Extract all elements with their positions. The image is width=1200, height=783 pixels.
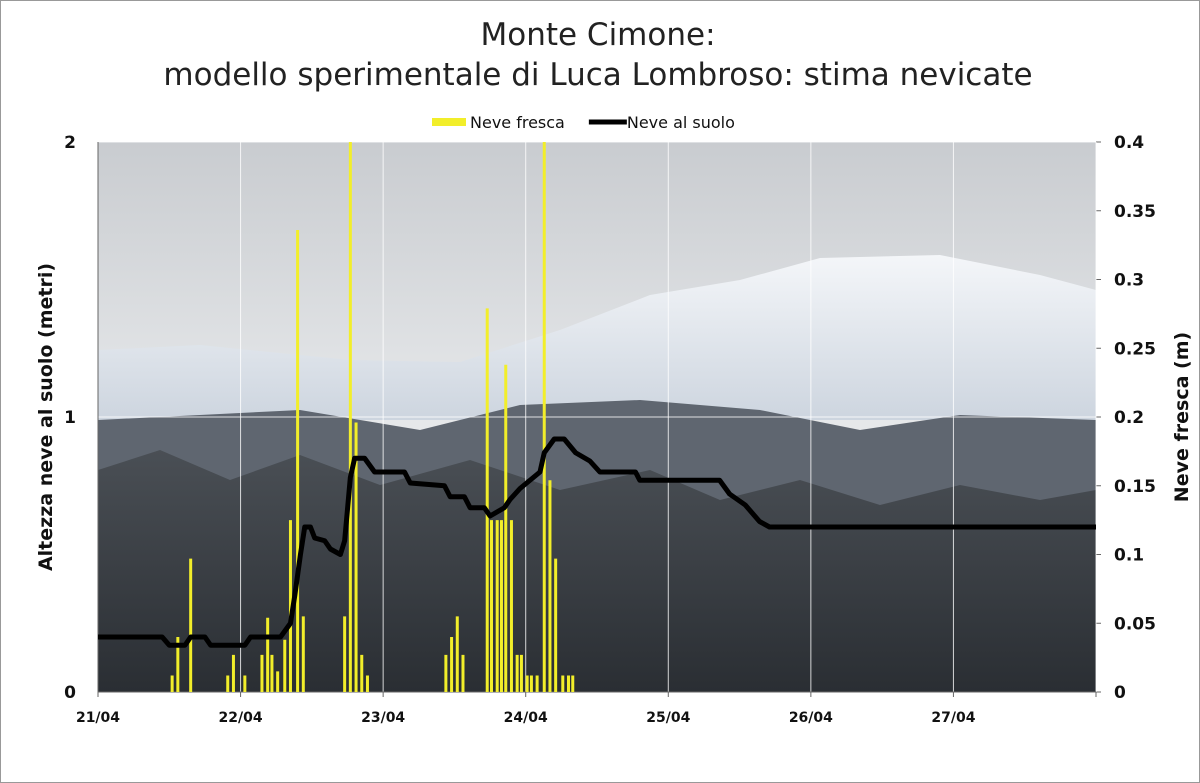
bar xyxy=(226,675,230,692)
bar xyxy=(561,675,565,692)
bar xyxy=(276,671,280,692)
bar xyxy=(348,142,352,692)
y2-tick-label: 0.3 xyxy=(1114,271,1144,291)
x-tick-label: 26/04 xyxy=(789,710,833,726)
chart-title: Monte Cimone: xyxy=(480,17,715,53)
y-tick-label: 2 xyxy=(64,133,76,153)
bar xyxy=(450,637,454,692)
bar xyxy=(296,230,300,692)
x-tick-label: 23/04 xyxy=(361,710,405,726)
y2-tick-label: 0.25 xyxy=(1114,339,1156,359)
y2-tick-label: 0.4 xyxy=(1114,133,1144,153)
y2-tick-label: 0.35 xyxy=(1114,202,1156,222)
bar xyxy=(260,654,264,692)
bar xyxy=(485,308,489,692)
y-tick-label: 0 xyxy=(64,683,76,703)
bar xyxy=(455,616,459,692)
bar xyxy=(519,654,523,692)
y2-tick-label: 0.05 xyxy=(1114,614,1156,634)
y2-tick-label: 0.2 xyxy=(1114,408,1144,428)
bar xyxy=(525,675,529,692)
y2-axis-title: Neve fresca (m) xyxy=(1171,332,1193,502)
x-tick-label: 27/04 xyxy=(931,710,975,726)
bar xyxy=(176,637,180,692)
bar xyxy=(365,675,369,692)
bar xyxy=(495,520,499,692)
bar xyxy=(504,364,508,692)
bar xyxy=(270,654,274,692)
bar xyxy=(266,617,270,692)
bar xyxy=(170,675,174,692)
bar xyxy=(499,520,503,692)
bar xyxy=(283,639,287,692)
bar xyxy=(354,422,358,692)
bar xyxy=(288,520,292,692)
y-tick-label: 1 xyxy=(64,408,76,428)
bar xyxy=(301,616,305,692)
bar xyxy=(461,654,465,692)
bar xyxy=(360,654,364,692)
bar xyxy=(571,675,575,692)
x-tick-label: 21/04 xyxy=(76,710,120,726)
bar xyxy=(444,654,448,692)
y2-tick-label: 0 xyxy=(1114,683,1126,703)
y-axis-title: Altezza neve al suolo (metri) xyxy=(35,263,57,571)
bar xyxy=(542,142,546,692)
legend-swatch xyxy=(432,118,466,126)
y2-tick-label: 0.15 xyxy=(1114,477,1156,497)
line xyxy=(98,436,1096,648)
bar xyxy=(548,480,552,692)
legend-label: Neve al suolo xyxy=(627,113,735,132)
legend-label: Neve fresca xyxy=(470,113,565,132)
bar xyxy=(554,558,558,692)
x-tick-label: 24/04 xyxy=(504,710,548,726)
x-tick-label: 22/04 xyxy=(219,710,263,726)
bar xyxy=(515,654,519,692)
bar xyxy=(343,616,347,692)
bar xyxy=(509,520,513,692)
bar xyxy=(566,675,570,692)
bar xyxy=(535,675,539,692)
bar xyxy=(189,558,193,692)
x-tick-label: 25/04 xyxy=(646,710,690,726)
y2-tick-label: 0.1 xyxy=(1114,546,1144,566)
bar xyxy=(243,675,247,692)
bar xyxy=(529,675,533,692)
bar xyxy=(489,520,493,692)
bar xyxy=(231,654,235,692)
chart-subtitle: modello sperimentale di Luca Lombroso: s… xyxy=(163,57,1032,93)
